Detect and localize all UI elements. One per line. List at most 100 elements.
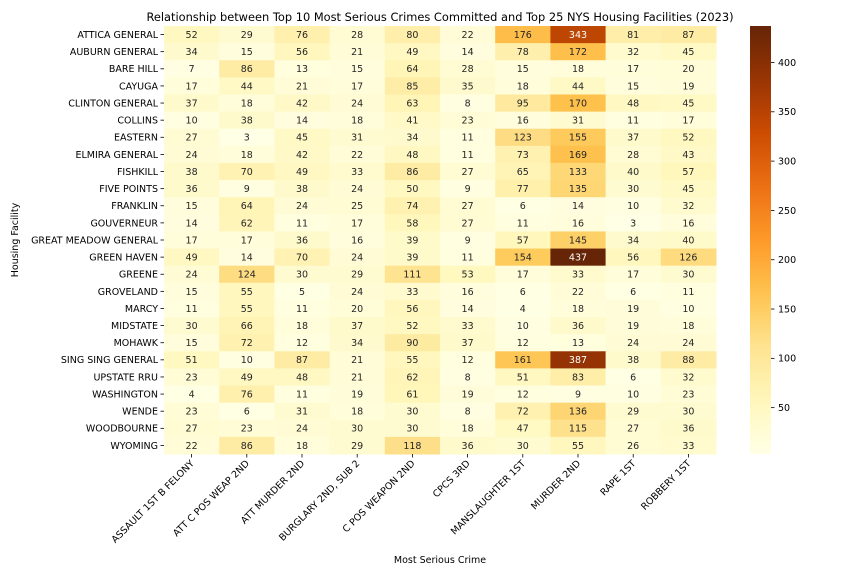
cell-value-label: 29 — [241, 30, 253, 41]
cell-value-label: 29 — [351, 441, 363, 452]
heatmap-cell — [164, 111, 220, 130]
heatmap-cell — [164, 26, 220, 44]
cell-value-label: 53 — [462, 270, 474, 281]
cell-value-label: 9 — [575, 389, 581, 400]
cell-value-label: 42 — [296, 98, 308, 109]
heatmap-cell — [550, 162, 607, 181]
heatmap-cell — [660, 60, 717, 78]
cell-value-label: 72 — [241, 338, 253, 349]
cell-value-label: 30 — [682, 270, 694, 281]
heatmap-cell — [550, 180, 607, 198]
heatmap-cell — [219, 282, 275, 301]
y-tick-label: EASTERN — [114, 133, 158, 144]
heatmap-cell — [219, 248, 275, 267]
heatmap-cell — [164, 145, 220, 164]
heatmap-cell — [274, 385, 331, 404]
heatmap-cell — [219, 317, 275, 335]
heatmap-cell — [219, 111, 275, 130]
heatmap-cell — [274, 351, 331, 369]
cell-value-label: 36 — [682, 424, 694, 435]
heatmap-cell — [495, 111, 551, 130]
heatmap-cell — [219, 351, 275, 369]
cell-value-label: 45 — [682, 47, 694, 58]
heatmap-cell — [219, 60, 275, 78]
cell-value-label: 76 — [241, 389, 253, 400]
cell-value-label: 36 — [572, 321, 584, 332]
cell-value-label: 48 — [296, 372, 308, 383]
heatmap-cell — [164, 43, 220, 61]
cell-value-label: 42 — [296, 150, 308, 161]
cell-value-label: 23 — [186, 372, 198, 383]
x-tick-label: RAPE 1ST — [598, 458, 638, 498]
heatmap-cell — [329, 248, 386, 267]
cell-value-label: 123 — [514, 133, 532, 144]
cell-value-label: 15 — [517, 64, 529, 75]
heatmap-cell — [660, 334, 717, 352]
cell-value-label: 18 — [572, 304, 584, 315]
cell-value-label: 154 — [514, 253, 532, 264]
heatmap-cell — [550, 368, 607, 387]
cell-value-label: 73 — [517, 150, 529, 161]
cell-value-label: 17 — [627, 270, 639, 281]
cell-value-label: 30 — [186, 321, 198, 332]
cell-value-label: 64 — [241, 201, 253, 212]
cell-value-label: 45 — [682, 98, 694, 109]
heatmap-cell — [329, 214, 386, 232]
cell-value-label: 14 — [296, 116, 308, 127]
cell-value-label: 32 — [682, 201, 694, 212]
cell-value-label: 87 — [682, 30, 694, 41]
cell-value-label: 31 — [351, 133, 363, 144]
cell-value-label: 115 — [569, 424, 587, 435]
cell-value-label: 39 — [406, 253, 418, 264]
cell-value-label: 76 — [296, 30, 308, 41]
heatmap-cell — [384, 26, 441, 44]
heatmap-cell — [440, 43, 496, 61]
cell-value-label: 10 — [517, 321, 529, 332]
cell-value-label: 83 — [572, 372, 584, 383]
cell-value-label: 65 — [517, 167, 529, 178]
heatmap-cell — [440, 385, 496, 404]
cell-value-label: 33 — [406, 287, 418, 298]
heatmap-cell — [219, 180, 275, 198]
heatmap-cell — [495, 26, 551, 44]
cell-value-label: 30 — [296, 270, 308, 281]
heatmap-cell — [274, 197, 331, 215]
heatmap-cell — [384, 419, 441, 438]
cell-value-label: 86 — [241, 64, 253, 75]
cell-value-label: 41 — [406, 116, 418, 127]
heatmap-cell — [274, 282, 331, 301]
cell-value-label: 52 — [682, 133, 694, 144]
heatmap-cell — [440, 214, 496, 232]
cell-value-label: 58 — [406, 218, 418, 229]
y-tick-label: ATTICA GENERAL — [77, 30, 158, 41]
heatmap-cell — [384, 402, 441, 421]
cell-value-label: 145 — [569, 235, 587, 246]
heatmap-cell — [440, 180, 496, 198]
heatmap-cell — [660, 77, 717, 95]
heatmap-cell — [384, 334, 441, 352]
cell-value-label: 45 — [296, 133, 308, 144]
heatmap-cell — [495, 43, 551, 61]
cell-value-label: 86 — [241, 441, 253, 452]
x-tick-label: CPCS 3RD — [431, 458, 473, 500]
y-tick-label: WENDE — [122, 407, 158, 418]
cell-value-label: 23 — [682, 389, 694, 400]
heatmap-cell — [605, 180, 662, 198]
cell-value-label: 11 — [462, 253, 474, 264]
heatmap-cell — [219, 265, 275, 284]
heatmap-cell — [274, 128, 331, 147]
cell-value-label: 37 — [462, 338, 474, 349]
cell-value-label: 18 — [296, 441, 308, 452]
heatmap-cell — [495, 145, 551, 164]
cell-value-label: 33 — [462, 321, 474, 332]
cell-value-label: 6 — [630, 287, 636, 298]
heatmap-cell — [605, 111, 662, 130]
cell-value-label: 37 — [186, 98, 198, 109]
cell-value-label: 24 — [682, 338, 694, 349]
heatmap-cell — [274, 248, 331, 267]
heatmap-cell — [384, 128, 441, 147]
heatmap-cell — [605, 351, 662, 369]
cell-value-label: 17 — [186, 81, 198, 92]
cell-value-label: 18 — [296, 321, 308, 332]
heatmap-cell — [550, 26, 607, 44]
